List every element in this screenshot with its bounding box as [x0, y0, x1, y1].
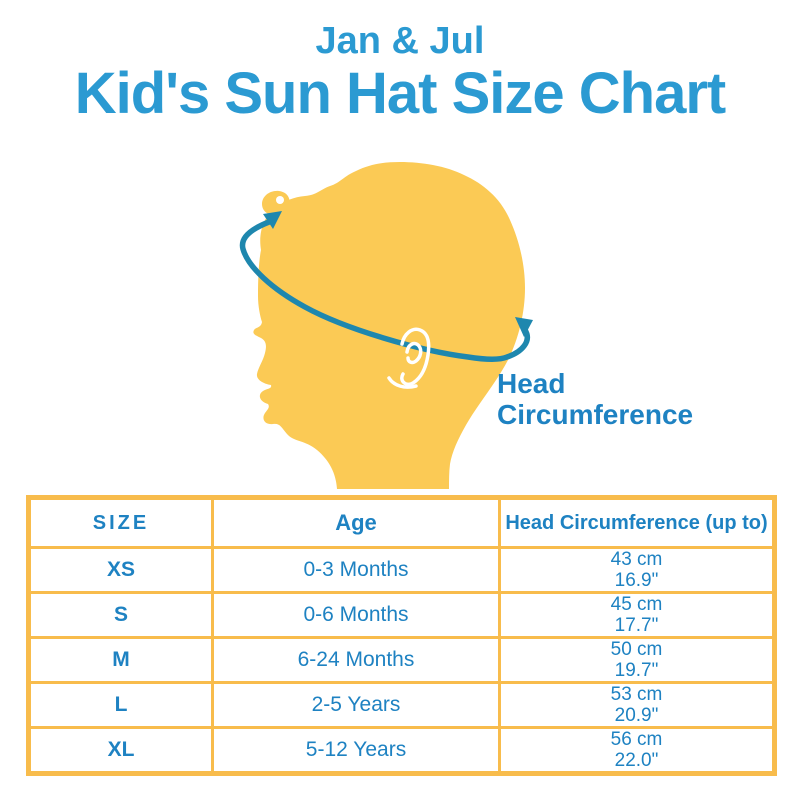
size-cell: L	[27, 681, 214, 729]
age-cell: 0-6 Months	[211, 591, 501, 639]
age-cell: 6-24 Months	[211, 636, 501, 684]
table-row-xl: XL 5-12 Years 56 cm 22.0"	[27, 726, 776, 775]
table-row-s: S 0-6 Months 45 cm 17.7"	[27, 591, 776, 639]
circumference-inches: 16.9"	[614, 570, 659, 591]
circumference-cell: 50 cm 19.7"	[498, 636, 776, 684]
brand-title: Jan & Jul	[315, 20, 485, 62]
age-cell: 5-12 Years	[211, 726, 501, 775]
hair-curl-icon	[262, 190, 290, 215]
child-head-silhouette-graphic	[239, 162, 533, 489]
child-head-silhouette-icon	[253, 162, 526, 489]
circumference-inches: 19.7"	[614, 660, 659, 681]
circumference-cell: 53 cm 20.9"	[498, 681, 776, 729]
circumference-cm: 56 cm	[610, 729, 663, 750]
size-cell: XS	[27, 546, 214, 594]
ear-outline-icon	[400, 327, 431, 387]
hair-curl-hollow	[276, 196, 284, 204]
circumference-cell: 56 cm 22.0"	[498, 726, 776, 775]
column-header-circumference: Head Circumference (up to)	[498, 496, 776, 549]
table-row-m: M 6-24 Months 50 cm 19.7"	[27, 636, 776, 684]
age-cell: 0-3 Months	[211, 546, 501, 594]
table-row-xs: XS 0-3 Months 43 cm 16.9"	[27, 546, 776, 594]
circumference-cm: 43 cm	[610, 549, 663, 570]
circumference-cell: 43 cm 16.9"	[498, 546, 776, 594]
table-header-row: SIZE Age Head Circumference (up to)	[27, 496, 776, 549]
circumference-arrow-band	[239, 219, 530, 362]
size-chart-table: SIZE Age Head Circumference (up to) XS 0…	[26, 495, 777, 776]
circumference-inches: 20.9"	[614, 705, 659, 726]
circumference-cm: 45 cm	[610, 594, 663, 615]
arrowhead-left-icon	[263, 211, 282, 229]
circumference-cell: 45 cm 17.7"	[498, 591, 776, 639]
column-header-age: Age	[211, 496, 501, 549]
size-cell: S	[27, 591, 214, 639]
size-cell: XL	[27, 726, 214, 775]
table-row-l: L 2-5 Years 53 cm 20.9"	[27, 681, 776, 729]
size-cell: M	[27, 636, 214, 684]
circumference-cm: 50 cm	[610, 639, 663, 660]
arrowhead-right-icon	[515, 317, 533, 337]
circumference-inches: 17.7"	[614, 615, 659, 636]
column-header-size: SIZE	[27, 496, 214, 549]
page-title: Kid's Sun Hat Size Chart	[74, 61, 726, 126]
age-cell: 2-5 Years	[211, 681, 501, 729]
circumference-inches: 22.0"	[614, 750, 659, 771]
ear-inner-curve-icon	[405, 341, 423, 365]
circumference-cm: 53 cm	[610, 684, 663, 705]
ear-under-curve-icon	[387, 376, 418, 389]
head-circumference-label: Head Circumference	[497, 368, 694, 431]
head-illustration: Head Circumference	[0, 140, 800, 500]
